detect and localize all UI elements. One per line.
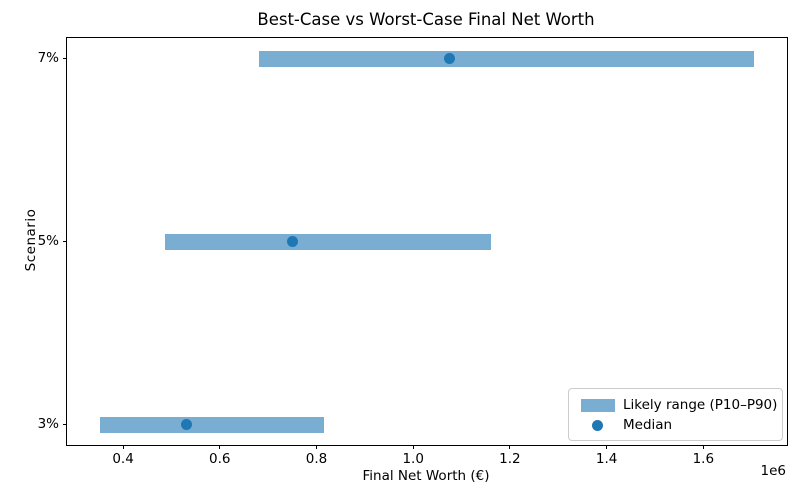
y-tick-mark xyxy=(63,58,67,59)
x-axis-label: Final Net Worth (€) xyxy=(362,468,490,484)
legend-median-label: Median xyxy=(623,417,673,433)
x-tick-mark xyxy=(509,445,511,449)
x-tick-label: 1.2 xyxy=(499,451,521,467)
range-bar xyxy=(259,50,755,67)
x-tick-mark xyxy=(606,445,608,449)
y-tick-label: 3% xyxy=(37,415,59,432)
x-tick-mark xyxy=(122,445,124,449)
x-tick-label: 1.0 xyxy=(402,451,424,467)
range-bar xyxy=(99,416,324,433)
y-tick-label: 7% xyxy=(37,49,59,66)
median-dot xyxy=(181,419,193,430)
legend-key xyxy=(581,419,615,431)
median-dot xyxy=(443,53,455,64)
legend-row-median: Median xyxy=(581,416,772,434)
x-tick-mark xyxy=(702,445,704,449)
x-tick-label: 1.6 xyxy=(692,451,715,467)
plot-area: 0.4 0.6 0.8 1.0 1.2 1.4 1.6 3% 5% 7% xyxy=(38,37,788,467)
chart-title: Best-Case vs Worst-Case Final Net Worth xyxy=(257,10,595,29)
median-dot xyxy=(287,236,299,247)
range-swatch xyxy=(581,398,615,412)
legend: Likely range (P10–P90) Median xyxy=(568,388,783,441)
y-tick-mark xyxy=(63,241,67,242)
x-tick-mark xyxy=(316,445,317,449)
x-tick-mark xyxy=(412,445,414,449)
x-tick-mark xyxy=(219,445,221,449)
range-bar xyxy=(164,233,491,250)
x-tick-label: 0.6 xyxy=(209,451,231,467)
x-axis-offset-text: 1e6 xyxy=(760,463,786,479)
legend-key xyxy=(581,398,615,412)
y-tick-mark xyxy=(63,424,67,425)
legend-range-label: Likely range (P10–P90) xyxy=(623,397,778,413)
x-tick-label: 0.4 xyxy=(112,451,134,467)
y-tick-label: 5% xyxy=(37,232,59,249)
legend-row-range: Likely range (P10–P90) xyxy=(581,396,777,414)
x-tick-label: 1.4 xyxy=(595,451,618,467)
median-dot-swatch xyxy=(592,419,603,431)
x-tick-label: 0.8 xyxy=(305,451,328,467)
